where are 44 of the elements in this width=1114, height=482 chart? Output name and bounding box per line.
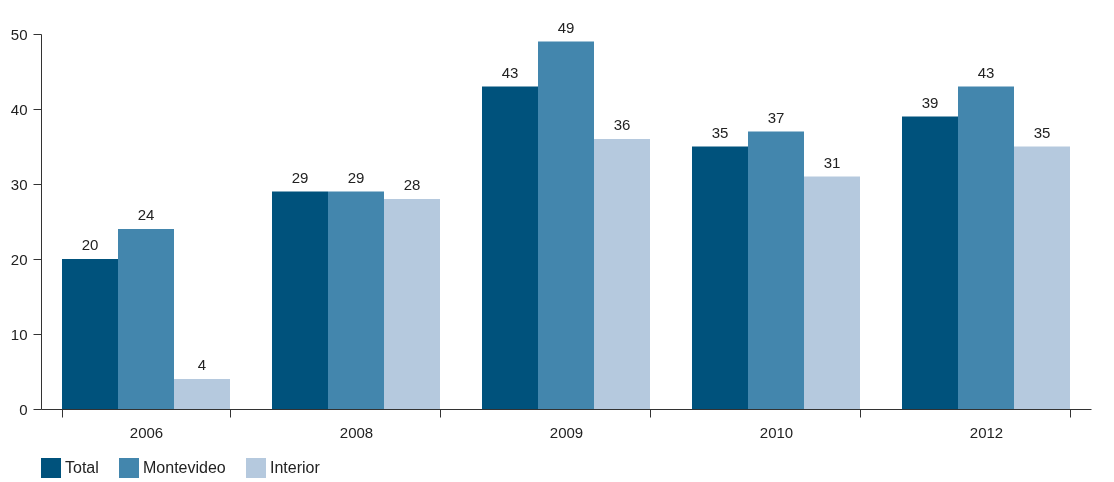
bar	[174, 379, 230, 409]
legend-label: Montevideo	[143, 459, 226, 476]
bar	[482, 86, 538, 409]
data-label: 35	[711, 123, 729, 141]
bar	[902, 116, 958, 409]
y-tick-label: 50	[10, 25, 28, 43]
x-tick-label: 2012	[969, 423, 1004, 441]
bar	[958, 86, 1014, 409]
data-label: 43	[501, 63, 519, 81]
bar	[272, 191, 328, 409]
data-label: 24	[137, 206, 155, 223]
bar	[594, 139, 650, 409]
bar	[538, 41, 594, 409]
y-tick-label: 30	[10, 175, 28, 193]
data-label: 4	[197, 356, 207, 373]
bar	[692, 146, 748, 409]
data-label: 37	[767, 108, 785, 126]
bar	[384, 199, 440, 409]
data-label: 39	[921, 93, 939, 111]
data-label: 35	[1033, 123, 1051, 141]
x-tick-label: 2010	[759, 423, 794, 441]
legend-label: Interior	[270, 459, 321, 476]
x-tick-label: 2006	[129, 423, 164, 441]
bar	[1014, 146, 1070, 409]
data-label: 29	[291, 168, 309, 186]
data-label: 20	[81, 236, 99, 253]
bar	[748, 131, 804, 409]
bar	[118, 229, 174, 409]
y-tick-label: 40	[10, 100, 28, 118]
y-tick-label: 0	[19, 400, 28, 418]
data-label: 43	[977, 63, 995, 81]
legend-label: Total	[65, 459, 99, 476]
bar	[804, 176, 860, 409]
data-label: 49	[557, 18, 575, 36]
y-tick-label: 10	[10, 325, 28, 343]
x-tick-label: 2009	[549, 423, 584, 441]
bar	[62, 259, 118, 409]
data-label: 36	[613, 116, 631, 133]
data-label: 28	[403, 176, 421, 193]
data-label: 29	[347, 168, 365, 186]
y-tick-label: 20	[10, 250, 28, 268]
x-tick-label: 2008	[339, 423, 374, 441]
data-label: 31	[823, 153, 841, 171]
bar	[328, 191, 384, 409]
